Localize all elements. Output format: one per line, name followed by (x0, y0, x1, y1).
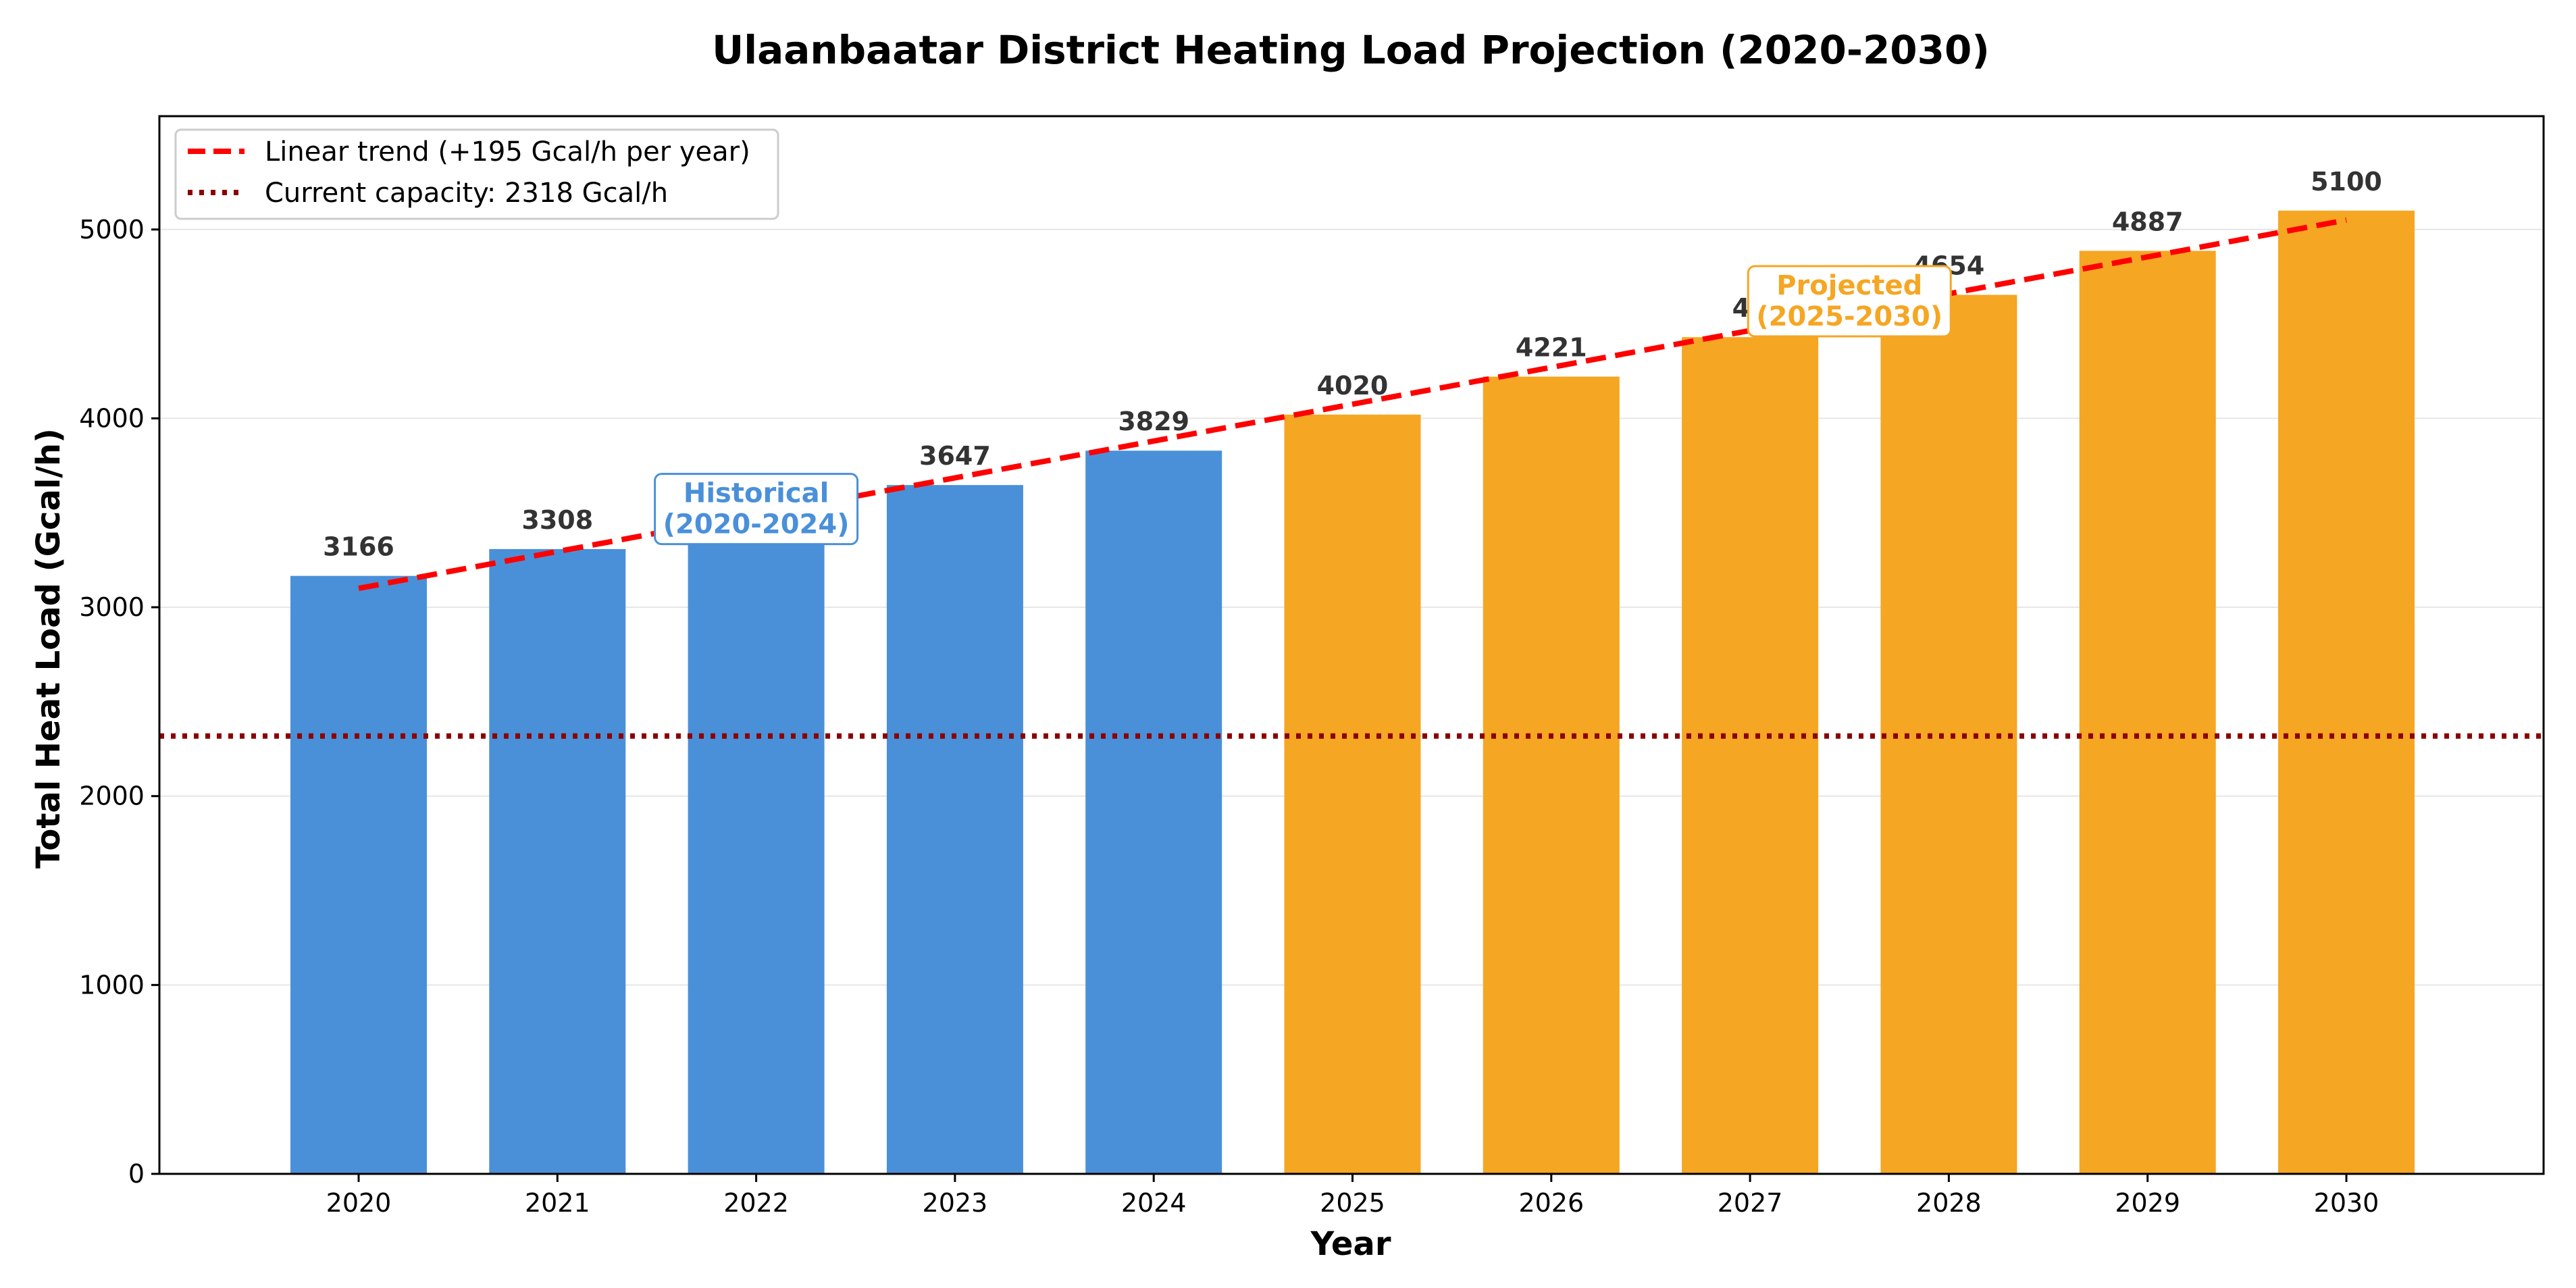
data-label-2023: 3647 (919, 441, 991, 471)
annotation-text-projected: Projected (1776, 270, 1922, 301)
legend-box (174, 128, 779, 220)
bar-2027 (1682, 337, 1819, 1174)
x-tick-label-2029: 2029 (2115, 1188, 2180, 1218)
data-label-2024: 3829 (1118, 407, 1189, 436)
x-tick-label-2028: 2028 (1916, 1188, 1982, 1218)
annotation-text-historical: Historical (684, 478, 829, 509)
data-label-2025: 4020 (1317, 371, 1389, 401)
x-tick-label-2021: 2021 (525, 1188, 590, 1218)
x-tick-label-2030: 2030 (2314, 1188, 2379, 1218)
y-tick-label: 0 (128, 1159, 145, 1189)
x-tick-label-2027: 2027 (1718, 1188, 1783, 1218)
bars-layer (290, 210, 2415, 1175)
x-tick-label-2026: 2026 (1518, 1188, 1584, 1218)
y-tick-label: 5000 (79, 215, 145, 244)
bar-2024 (1085, 450, 1222, 1174)
bar-2020 (290, 575, 427, 1174)
legend-capacity-label: Current capacity: 2318 Gcal/h (265, 178, 668, 209)
annotations-layer: Historical(2020-2024) Projected(2025-2030… (654, 265, 1952, 546)
y-axis-label: Total Heat Load (Gcal/h) (30, 428, 68, 869)
legend-trend-label: Linear trend (+195 Gcal/h per year) (265, 136, 750, 168)
data-label-2029: 4887 (2112, 207, 2184, 236)
annotation-text-historical: (2020-2024) (663, 509, 850, 540)
y-tick-label: 4000 (79, 403, 145, 433)
annotation-box-projected (1747, 265, 1952, 338)
bar-2028 (1880, 294, 2017, 1175)
bar-2022 (688, 516, 825, 1174)
bar-2021 (489, 548, 626, 1174)
y-tick-label: 3000 (79, 592, 145, 622)
bar-2026 (1483, 376, 1620, 1175)
data-label-2030: 5100 (2311, 167, 2382, 197)
data-labels-layer: 31663308364738294020422144465448875100 (323, 167, 2382, 562)
y-tick-label: 2000 (79, 781, 145, 811)
bar-2023 (886, 485, 1023, 1174)
bar-2025 (1284, 414, 1421, 1174)
x-tick-label-2025: 2025 (1320, 1188, 1385, 1218)
chart-title: Ulaanbaatar District Heating Load Projec… (712, 27, 1990, 73)
data-label-2026: 4221 (1516, 333, 1587, 363)
data-label-2021: 3308 (521, 505, 593, 535)
legend: Linear trend (+195 Gcal/h per year) Curr… (174, 128, 779, 220)
bar-2030 (2278, 210, 2415, 1175)
x-tick-label-2023: 2023 (923, 1188, 988, 1218)
x-tick-label-2022: 2022 (723, 1188, 789, 1218)
axes-layer: 0 1000 2000 3000 4000 5000 2020 2021 2022 2023 202… (79, 115, 2545, 1218)
annotation-box-historical (654, 473, 859, 546)
data-label-2020: 3166 (323, 532, 394, 562)
bar-2029 (2079, 251, 2216, 1174)
x-axis-label: Year (1310, 1225, 1391, 1263)
annotation-text-projected: (2025-2030) (1756, 301, 1942, 332)
y-tick-label: 1000 (79, 970, 145, 1000)
x-tick-label-2024: 2024 (1121, 1188, 1187, 1218)
x-tick-label-2020: 2020 (326, 1188, 392, 1218)
